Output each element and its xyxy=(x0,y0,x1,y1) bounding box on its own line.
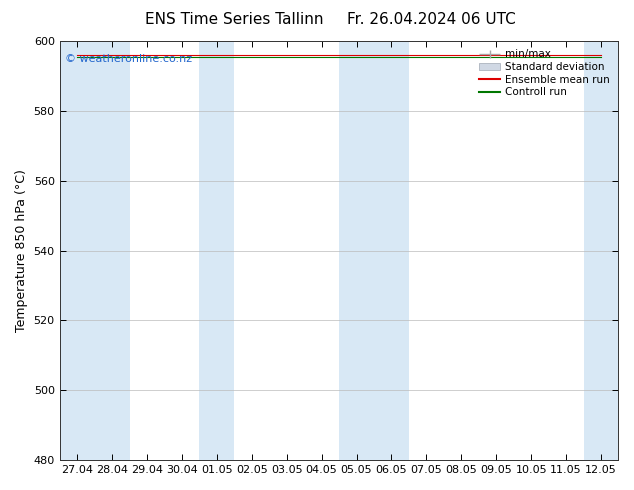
Legend: min/max, Standard deviation, Ensemble mean run, Controll run: min/max, Standard deviation, Ensemble me… xyxy=(476,46,613,100)
Y-axis label: Temperature 850 hPa (°C): Temperature 850 hPa (°C) xyxy=(15,169,28,332)
Bar xyxy=(60,41,129,460)
Text: © weatheronline.co.nz: © weatheronline.co.nz xyxy=(65,53,192,64)
Bar xyxy=(339,41,409,460)
Text: Fr. 26.04.2024 06 UTC: Fr. 26.04.2024 06 UTC xyxy=(347,12,515,27)
Text: ENS Time Series Tallinn: ENS Time Series Tallinn xyxy=(145,12,324,27)
Bar xyxy=(199,41,235,460)
Bar xyxy=(583,41,619,460)
